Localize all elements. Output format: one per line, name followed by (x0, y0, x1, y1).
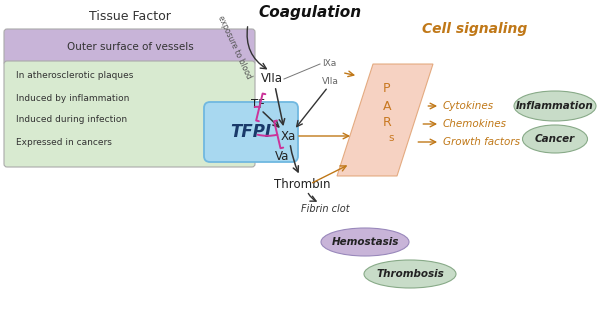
Text: TF: TF (251, 98, 265, 111)
Text: R: R (383, 116, 391, 129)
Text: Cancer: Cancer (535, 134, 575, 144)
Text: Cell signaling: Cell signaling (422, 22, 527, 36)
Text: exposure to blood: exposure to blood (217, 14, 254, 80)
FancyBboxPatch shape (204, 102, 298, 162)
Text: IXa: IXa (322, 59, 336, 68)
Ellipse shape (523, 125, 587, 153)
Text: In atherosclerotic plaques: In atherosclerotic plaques (16, 72, 133, 80)
Ellipse shape (514, 91, 596, 121)
Text: Thrombin: Thrombin (274, 177, 330, 191)
Text: Chemokines: Chemokines (443, 119, 507, 129)
Ellipse shape (364, 260, 456, 288)
Text: Xa: Xa (280, 129, 296, 143)
FancyBboxPatch shape (4, 29, 255, 65)
Ellipse shape (321, 228, 409, 256)
Text: s: s (388, 133, 394, 143)
Text: Induced during infection: Induced during infection (16, 116, 127, 124)
Text: Tissue Factor: Tissue Factor (89, 9, 171, 23)
Text: Outer surface of vessels: Outer surface of vessels (67, 42, 193, 52)
Text: Induced by inflammation: Induced by inflammation (16, 94, 130, 102)
Text: Thrombosis: Thrombosis (376, 269, 444, 279)
Text: P: P (383, 83, 391, 95)
Text: Hemostasis: Hemostasis (331, 237, 398, 247)
Text: Coagulation: Coagulation (259, 4, 362, 19)
Text: TFPI: TFPI (230, 123, 271, 141)
Text: Inflammation: Inflammation (516, 101, 594, 111)
Text: VIIa: VIIa (322, 77, 339, 85)
Text: Va: Va (275, 149, 289, 163)
Text: Fibrin clot: Fibrin clot (301, 204, 349, 214)
Text: A: A (383, 100, 391, 112)
Text: Expressed in cancers: Expressed in cancers (16, 138, 112, 147)
Text: Cytokines: Cytokines (443, 101, 494, 111)
FancyBboxPatch shape (4, 61, 255, 167)
Text: Growth factors: Growth factors (443, 137, 520, 147)
Polygon shape (337, 64, 433, 176)
Text: VIIa: VIIa (261, 73, 283, 85)
